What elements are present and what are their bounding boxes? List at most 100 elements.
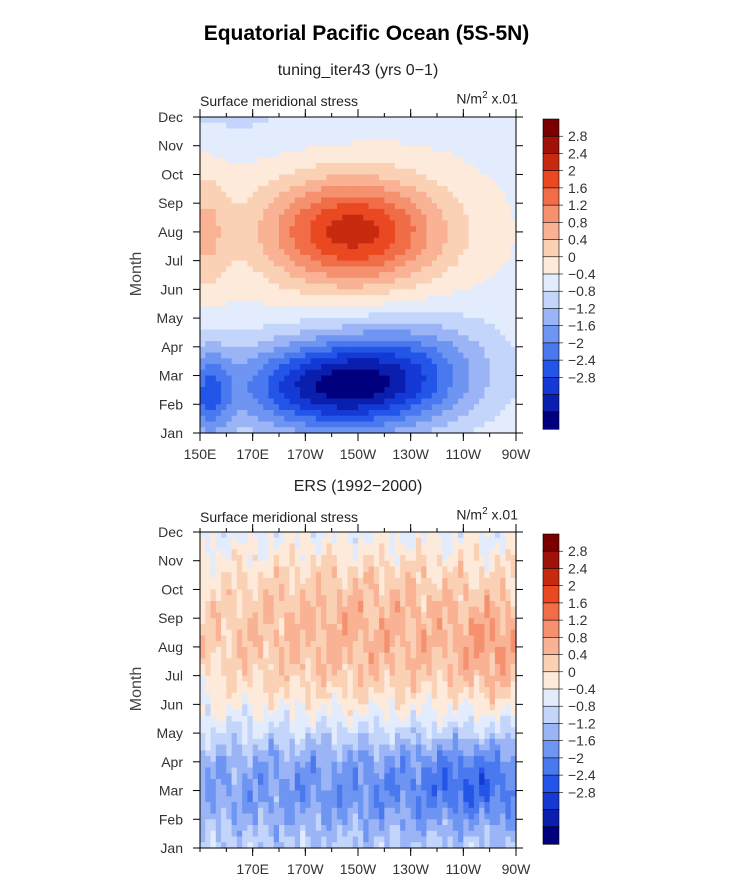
contour-cell <box>437 174 443 181</box>
contour-cell <box>510 589 517 596</box>
contour-cell <box>215 543 222 550</box>
contour-cell <box>205 295 212 302</box>
contour-cell <box>415 554 422 562</box>
contour-cell <box>484 415 491 423</box>
contour-cell <box>363 145 370 153</box>
contour-cell <box>405 566 412 573</box>
contour-cell <box>358 641 364 648</box>
contour-cell <box>352 323 359 331</box>
contour-cell <box>300 191 306 199</box>
contour-cell <box>510 635 517 642</box>
contour-cell <box>426 197 433 204</box>
contour-cell <box>263 128 270 135</box>
contour-cell <box>268 560 275 568</box>
contour-cell <box>273 583 280 591</box>
contour-cell <box>336 583 343 591</box>
contour-cell <box>379 375 385 382</box>
contour-cell <box>500 312 507 319</box>
contour-cell <box>226 295 233 302</box>
contour-cell <box>442 174 449 181</box>
contour-cell <box>510 560 517 568</box>
contour-cell <box>358 180 364 187</box>
contour-cell <box>242 392 248 400</box>
contour-cell <box>284 283 291 290</box>
contour-cell <box>479 323 485 331</box>
contour-cell <box>494 191 501 199</box>
contour-cell <box>310 346 317 354</box>
contour-cell <box>368 549 375 556</box>
contour-cell <box>342 300 349 308</box>
colorbar-swatch <box>542 187 560 206</box>
contour-cell <box>484 180 491 187</box>
contour-cell <box>379 122 385 130</box>
contour-cell <box>368 145 375 153</box>
contour-cell <box>363 306 370 313</box>
contour-cell <box>363 283 370 290</box>
contour-cell <box>336 404 343 411</box>
contour-cell <box>494 243 501 250</box>
contour-cell <box>384 675 391 682</box>
contour-cell <box>400 369 406 377</box>
contour-cell <box>289 214 296 222</box>
contour-cell <box>236 595 243 602</box>
contour-cell <box>421 410 428 417</box>
contour-cell <box>347 381 354 388</box>
contour-cell <box>489 635 496 642</box>
contour-cell <box>358 566 364 573</box>
contour-cell <box>437 185 443 193</box>
contour-cell <box>505 254 512 262</box>
contour-cell <box>279 404 285 411</box>
contour-cell <box>310 641 317 648</box>
contour-cell <box>268 675 275 682</box>
contour-cell <box>331 427 338 434</box>
contour-cell <box>279 162 285 170</box>
contour-cell <box>279 595 285 602</box>
contour-cell <box>242 157 248 164</box>
contour-cell <box>415 323 422 331</box>
contour-cell <box>352 139 359 147</box>
contour-cell <box>342 203 349 210</box>
contour-cell <box>226 306 233 313</box>
contour-cell <box>426 392 433 400</box>
contour-cell <box>231 318 238 325</box>
contour-cell <box>310 629 317 637</box>
contour-cell <box>321 312 327 319</box>
contour-cell <box>410 249 417 256</box>
plot-2: JanFebMarAprMayJunJulAugSepOctNovDec170E… <box>157 524 596 877</box>
contour-cell <box>368 410 375 417</box>
contour-cell <box>252 151 259 158</box>
contour-cell <box>289 185 296 193</box>
contour-cell <box>352 369 359 377</box>
contour-cell <box>410 277 417 285</box>
contour-cell <box>300 226 306 233</box>
contour-cell <box>326 208 333 216</box>
contour-cell <box>494 566 501 573</box>
contour-cell <box>373 623 380 631</box>
contour-cell <box>242 646 248 654</box>
contour-cell <box>394 341 401 348</box>
contour-cell <box>452 623 459 631</box>
contour-cell <box>484 168 491 176</box>
contour-cell <box>289 283 296 290</box>
contour-cell <box>458 231 464 239</box>
contour-cell <box>221 180 227 187</box>
contour-cell <box>415 398 422 405</box>
contour-cell <box>426 387 433 394</box>
contour-cell <box>363 122 370 130</box>
contour-cell <box>210 387 217 394</box>
contour-cell <box>252 220 259 227</box>
contour-cell <box>289 646 296 654</box>
contour-cell <box>310 197 317 204</box>
contour-cell <box>336 191 343 199</box>
contour-cell <box>352 612 359 619</box>
contour-cell <box>358 323 364 331</box>
contour-cell <box>247 600 254 608</box>
contour-cell <box>500 646 507 654</box>
contour-cell <box>236 675 243 682</box>
contour-cell <box>479 549 485 556</box>
contour-cell <box>200 122 206 130</box>
contour-cell <box>326 214 333 222</box>
contour-cell <box>473 358 480 365</box>
contour-cell <box>384 641 391 648</box>
contour-cell <box>252 606 259 614</box>
